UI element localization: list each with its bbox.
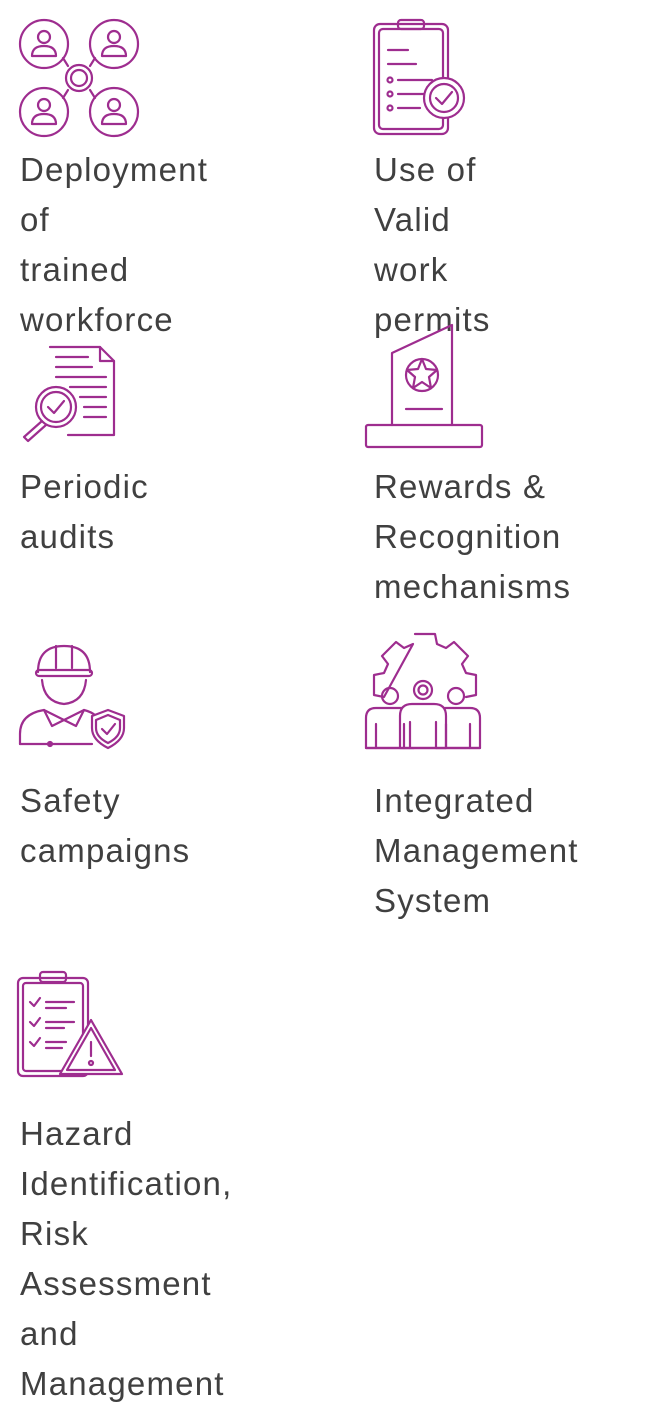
feature-label: Hazard Identification, Risk Assessment a… [20, 1115, 233, 1402]
workforce-network-icon [18, 18, 142, 140]
clipboard-warning-icon [16, 970, 126, 1080]
feature-label: Integrated Management System [374, 782, 579, 919]
feature-label: Use of Valid work permits [374, 151, 491, 338]
feature-label: Rewards & Recognition mechanisms [374, 468, 572, 605]
feature-label: Periodic audits [20, 468, 149, 555]
document-magnifier-icon [18, 345, 118, 443]
award-trophy-icon [364, 323, 486, 451]
worker-shield-icon [18, 642, 130, 750]
feature-label: Deployment of trained workforce [20, 151, 209, 338]
feature-label: Safety campaigns [20, 782, 191, 869]
gear-team-icon [364, 632, 486, 752]
checklist-approved-icon [372, 18, 472, 138]
